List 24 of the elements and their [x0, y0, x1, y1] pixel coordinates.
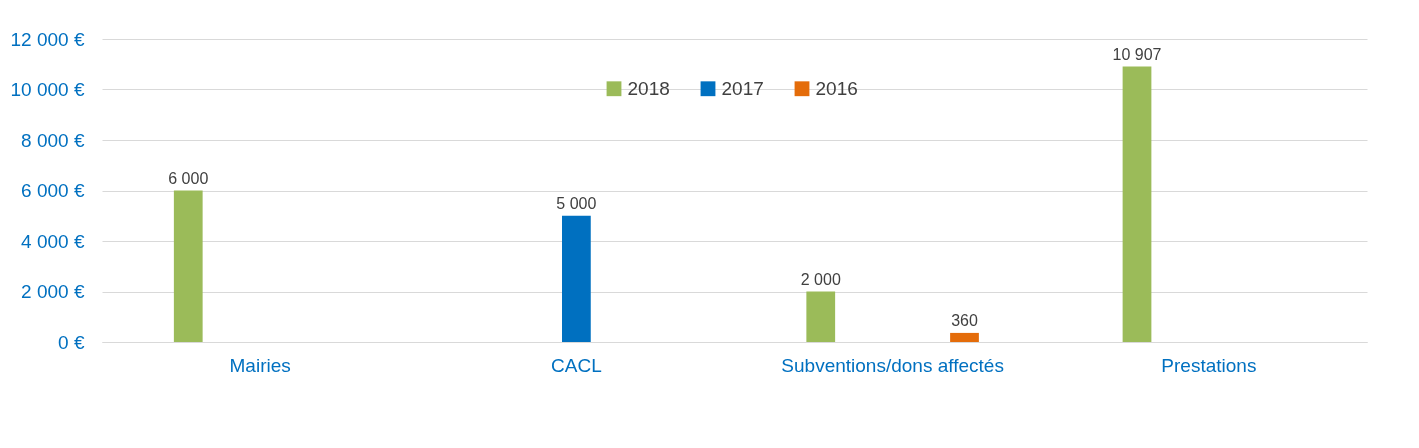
x-tick-label: Subventions/dons affectés [781, 354, 1004, 376]
data-label: 10 907 [1112, 45, 1162, 63]
bar [562, 215, 591, 342]
data-label: 6 000 [168, 169, 209, 187]
y-tick-label: 4 000 € [21, 230, 85, 252]
legend-label: 2017 [721, 77, 764, 99]
legend-label: 2016 [815, 77, 858, 99]
bar [173, 190, 203, 342]
bar [950, 332, 979, 342]
y-tick-label: 2 000 € [21, 281, 85, 302]
data-label: 360 [951, 311, 978, 329]
data-label: 5 000 [556, 194, 597, 212]
y-tick-label: 8 000 € [21, 129, 85, 151]
legend-label: 2018 [627, 77, 670, 99]
x-tick-label: Prestations [1161, 354, 1257, 376]
x-tick-label: Mairies [229, 354, 291, 376]
y-tick-label: 12 000 € [10, 28, 85, 50]
bar [1122, 66, 1152, 342]
y-tick-label: 6 000 € [21, 180, 85, 201]
data-label: 2 000 [800, 270, 841, 288]
y-tick-label: 10 000 € [10, 79, 85, 100]
x-tick-label: CACL [551, 354, 602, 376]
bar [806, 291, 836, 342]
y-tick-label: 0 € [58, 331, 85, 353]
